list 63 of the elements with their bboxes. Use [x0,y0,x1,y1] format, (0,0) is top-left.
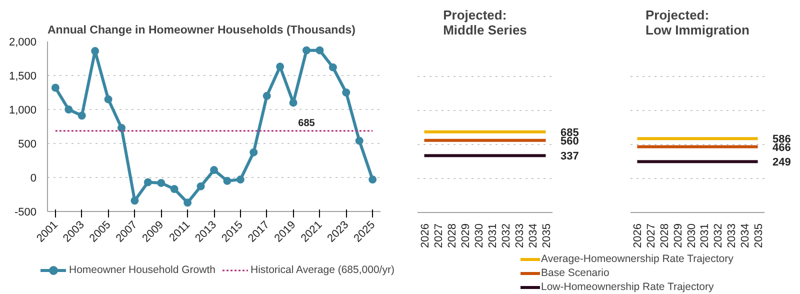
data-label: 337 [560,150,579,163]
point [130,196,139,205]
data-label: 560 [560,135,579,148]
y-tick-label: 500 [18,138,37,150]
point [184,198,192,207]
x-tick-label: 2031 [486,223,499,248]
point [250,148,258,156]
x-tick-label: 2026 [419,223,432,248]
point [170,185,178,194]
point [328,63,337,72]
chart-title: Annual Change in Homeowner Households (Thousands) [48,24,356,36]
y-tick-label: 1,000 [8,104,37,116]
point [316,46,324,54]
y-tick-label: 2,000 [8,36,37,48]
point [104,95,112,104]
legend-label: Average-Homeownership Rate Trajectory [541,252,734,266]
x-tick-label: 2030 [473,223,486,248]
point [289,98,298,107]
x-tick-label: 2028 [446,223,458,248]
x-tick-label: 2033 [726,223,738,248]
chart-title: Projected: Low Immigration [646,8,750,38]
point [157,178,166,187]
point [64,106,73,114]
point [355,136,364,145]
x-tick-label: 2028 [659,223,671,248]
x-tick-label: 2026 [632,223,644,248]
x-tick-label: 2035 [752,223,765,248]
x-tick-label: 2032 [500,223,512,248]
point [236,176,244,184]
x-tick-label: 2034 [527,223,540,248]
x-tick-label: 2030 [686,223,698,248]
point [342,88,350,96]
x-tick-label: 2027 [646,223,658,248]
x-tick-label: 2034 [739,223,752,248]
point [91,47,100,56]
point [302,46,310,54]
data-label: 249 [772,156,791,169]
point [276,62,284,71]
point [118,124,126,132]
y-tick-label: 0 [30,172,37,184]
point [368,176,377,184]
annotation: 685 [298,118,316,129]
point [196,182,205,190]
point [262,92,271,100]
x-tick-label: 2027 [432,223,445,248]
point [223,176,232,185]
legend-label: Low-Homeownership Rate Trajectory [541,280,714,294]
y-tick-label: -500 [14,206,37,218]
legend-label: Historical Average (685,000/yr) [250,264,394,276]
point [144,178,152,186]
x-tick-label: 2029 [672,223,684,248]
legend-label: Base Scenario [541,266,610,280]
point [51,84,60,92]
x-tick-label: 2033 [514,223,526,248]
x-tick-label: 2035 [540,223,553,248]
x-tick-label: 2029 [460,223,472,248]
chart-title: Projected: Middle Series [443,8,527,38]
x-tick-label: 2031 [699,223,712,248]
x-tick-label: 2032 [712,223,725,248]
y-tick-label: 1,500 [8,70,37,82]
point [210,166,218,174]
point [78,112,86,120]
legend-label: Homeowner Household Growth [69,264,216,276]
